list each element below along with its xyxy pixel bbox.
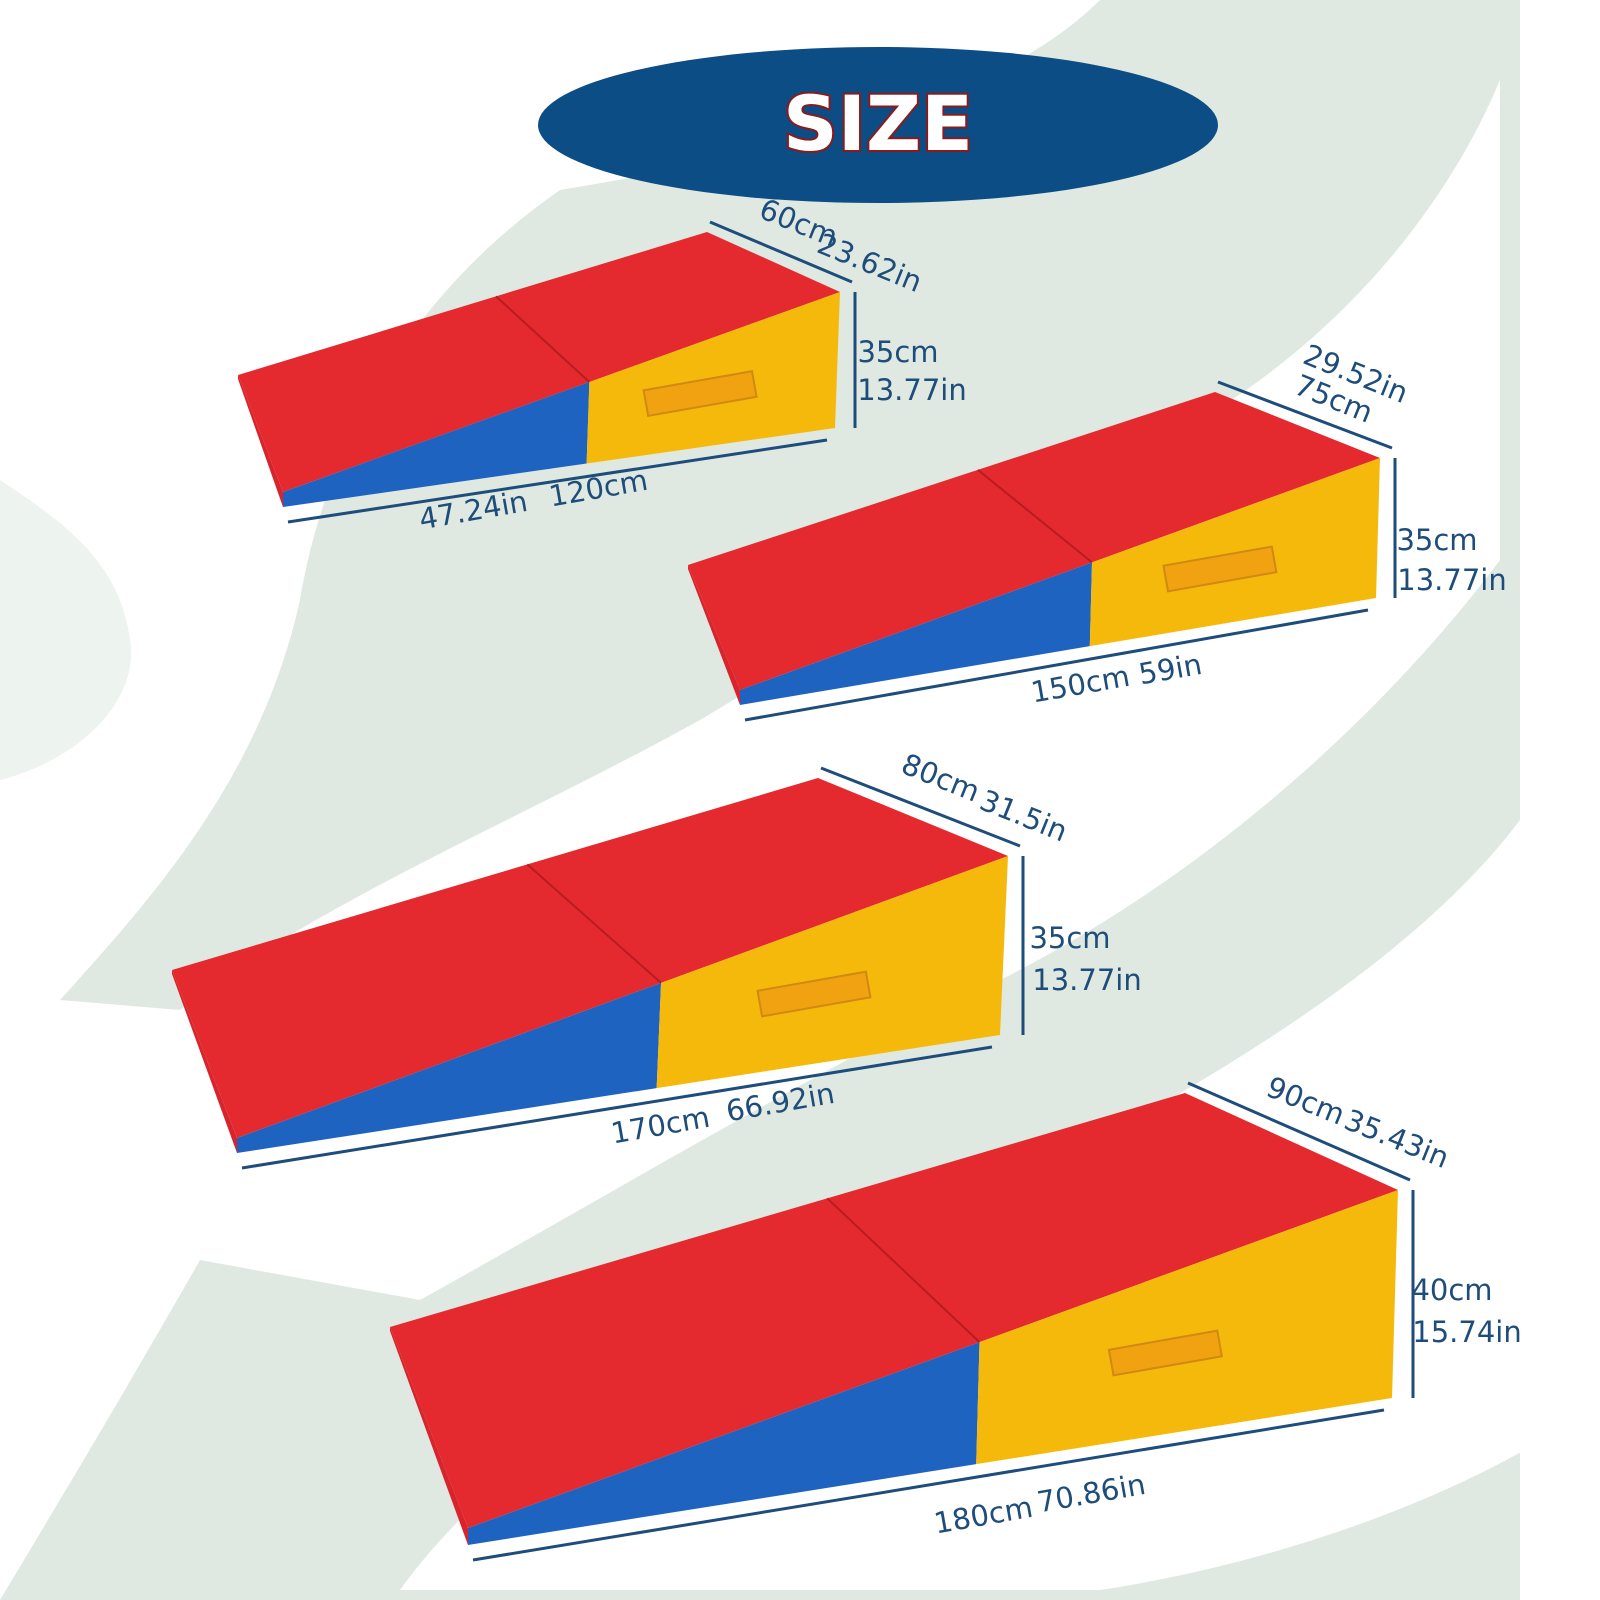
dimension-line xyxy=(1187,1081,1411,1182)
background-swoosh xyxy=(0,480,132,780)
dimension-line xyxy=(287,438,828,524)
mat-seam xyxy=(526,863,662,984)
title: SIZE xyxy=(783,79,973,168)
mat-handle xyxy=(642,370,758,418)
dimension-line xyxy=(709,220,853,284)
dimension-line xyxy=(820,766,1021,848)
dimension-line xyxy=(744,608,1369,722)
dimension-label: 40cm xyxy=(1411,1273,1492,1307)
right-margin xyxy=(1520,0,1600,1600)
mat-yellow-side xyxy=(976,1190,1398,1465)
mat-seam xyxy=(977,469,1093,564)
mat-yellow-side xyxy=(656,856,1008,1089)
mat-blue-side xyxy=(468,1342,980,1545)
dimension-label: 35cm xyxy=(1029,921,1110,955)
dimension-label: 35cm xyxy=(857,335,938,369)
mat-blue-side xyxy=(237,982,662,1153)
mat-top xyxy=(688,392,1380,690)
mat-top xyxy=(238,232,840,492)
dimension-label: 35cm xyxy=(1396,523,1477,557)
dimension-line xyxy=(241,1045,993,1170)
mat-seam xyxy=(495,295,591,383)
mat-handle xyxy=(1162,545,1278,593)
mat-front-edge xyxy=(172,970,237,1153)
mat-handle xyxy=(1107,1329,1223,1377)
mat-front-edge xyxy=(688,565,740,705)
dimension-label: 13.77in xyxy=(1397,563,1506,597)
mat-top xyxy=(172,778,1008,1138)
mat-top xyxy=(390,1093,1398,1528)
mat-front-edge xyxy=(390,1327,468,1545)
mat-yellow-side xyxy=(1089,458,1380,647)
dimension-label: 13.77in xyxy=(857,373,966,407)
dimension-label: 13.77in xyxy=(1032,963,1141,997)
dimension-line xyxy=(472,1408,1385,1562)
mat-seam xyxy=(826,1197,981,1343)
title-badge xyxy=(538,47,1218,203)
dimension-line xyxy=(1217,380,1393,450)
dimension-label: 15.74in xyxy=(1412,1315,1521,1349)
mat-blue-side xyxy=(283,382,590,507)
mat-blue-side xyxy=(740,562,1092,705)
mat-handle xyxy=(756,970,872,1018)
mat-front-edge xyxy=(238,375,283,507)
